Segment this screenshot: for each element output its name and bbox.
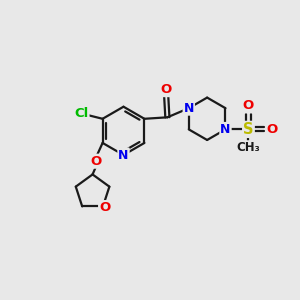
Text: S: S <box>243 122 254 137</box>
Text: O: O <box>160 83 172 96</box>
Text: O: O <box>99 201 110 214</box>
Text: Cl: Cl <box>74 107 88 120</box>
Text: N: N <box>118 148 129 161</box>
Text: CH₃: CH₃ <box>237 141 260 154</box>
Text: N: N <box>184 102 194 115</box>
Text: O: O <box>266 123 277 136</box>
Text: O: O <box>91 155 102 168</box>
Text: N: N <box>220 123 231 136</box>
Text: O: O <box>243 99 254 112</box>
